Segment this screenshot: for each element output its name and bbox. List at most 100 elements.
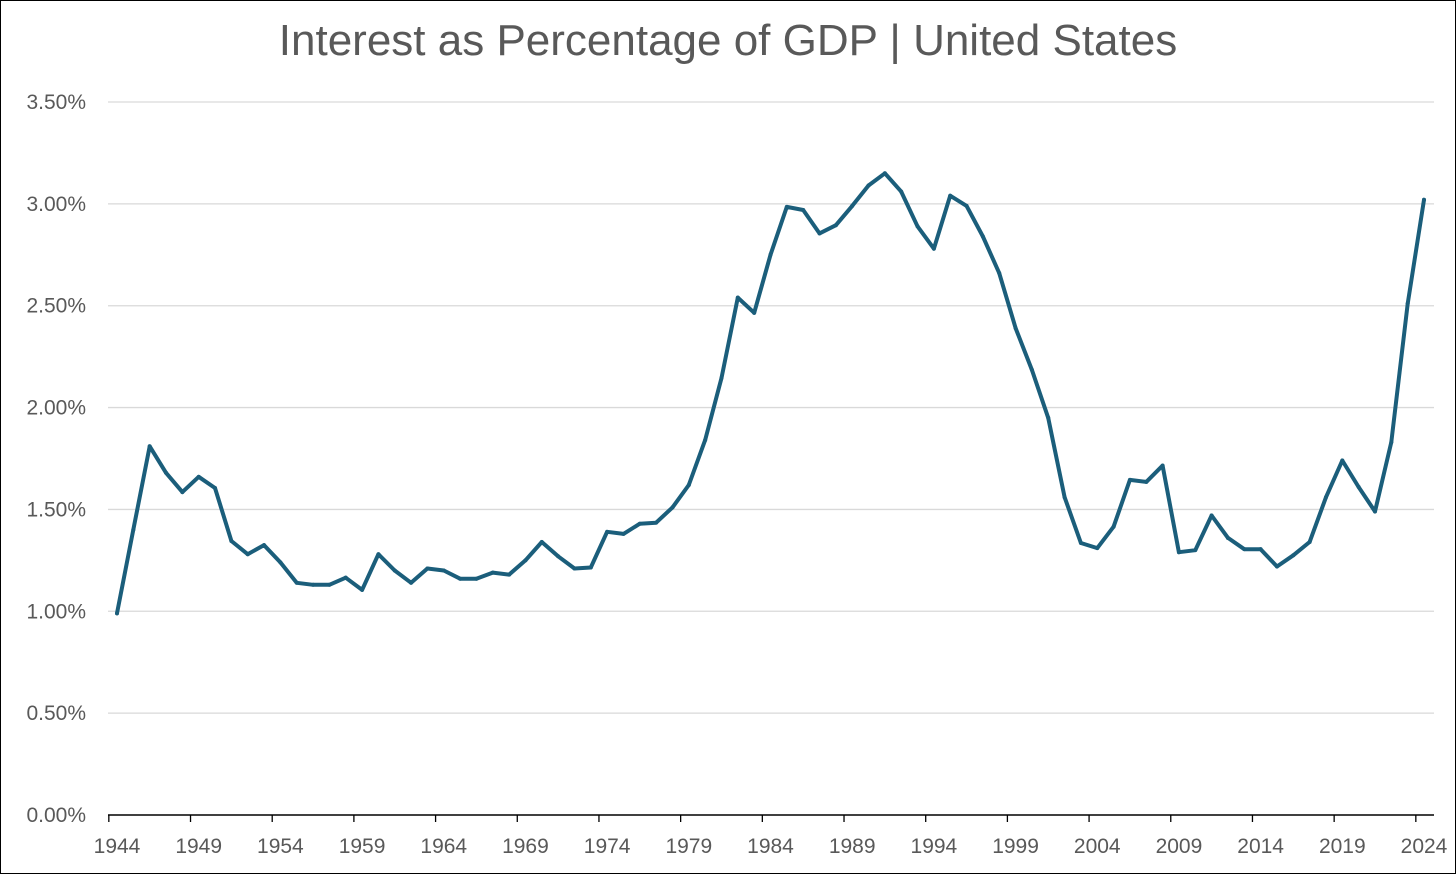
- data-point: [115, 611, 119, 616]
- series-line-group: [115, 171, 1426, 616]
- data-point: [343, 575, 348, 580]
- data-point: [360, 587, 365, 592]
- data-point: [213, 486, 218, 491]
- x-tick-label: 2019: [1319, 835, 1366, 858]
- x-tick-label: 1964: [420, 835, 467, 858]
- data-point: [572, 566, 577, 571]
- data-point: [768, 252, 773, 257]
- data-point: [1046, 415, 1051, 420]
- data-point: [1307, 540, 1312, 545]
- data-point: [1160, 463, 1165, 468]
- data-point: [539, 540, 544, 545]
- data-point: [850, 203, 855, 208]
- data-point: [703, 438, 708, 443]
- data-point: [1111, 524, 1116, 529]
- data-point: [1062, 495, 1067, 500]
- data-point: [392, 568, 397, 573]
- data-point: [948, 193, 953, 198]
- data-point: [196, 474, 201, 479]
- data-point: [1356, 485, 1361, 490]
- data-point: [654, 520, 659, 525]
- y-tick-label: 2.00%: [26, 397, 86, 420]
- data-point: [278, 560, 283, 565]
- data-point: [294, 580, 299, 585]
- data-point: [1078, 541, 1083, 546]
- data-point: [409, 580, 414, 585]
- data-point: [458, 576, 463, 581]
- data-point: [1389, 440, 1394, 445]
- data-point: [1193, 548, 1198, 553]
- data-point: [376, 552, 381, 557]
- data-point: [311, 582, 316, 587]
- data-point: [425, 566, 430, 571]
- data-point: [556, 554, 561, 559]
- data-point: [899, 189, 904, 194]
- data-point: [131, 527, 136, 532]
- data-point: [605, 529, 610, 534]
- x-tick-label: 1959: [339, 835, 386, 858]
- data-point: [915, 224, 920, 229]
- x-tick-label: 1969: [502, 835, 549, 858]
- data-point: [1422, 197, 1426, 202]
- data-point: [784, 204, 789, 209]
- data-point: [1274, 564, 1279, 569]
- x-tick-label: 1979: [665, 835, 712, 858]
- data-point: [801, 207, 806, 212]
- y-tick-label: 3.00%: [26, 193, 86, 216]
- data-point: [490, 570, 495, 575]
- y-tick-label: 3.50%: [26, 91, 86, 114]
- data-point: [523, 558, 528, 563]
- x-tick-label: 1989: [829, 835, 876, 858]
- y-tick-label: 1.00%: [26, 600, 86, 623]
- x-tick-label: 1974: [584, 835, 631, 858]
- data-point: [1127, 477, 1132, 482]
- x-axis: 1944 1949 1954 1959 1964 1969 1974 1979 1984 1989…: [94, 814, 1448, 858]
- data-point: [245, 552, 250, 557]
- data-point: [882, 171, 887, 176]
- data-point: [964, 203, 969, 208]
- x-tick-label: 2009: [1156, 835, 1203, 858]
- data-point: [1013, 326, 1018, 331]
- data-point: [752, 310, 757, 315]
- data-point: [1340, 458, 1345, 463]
- data-point: [931, 246, 936, 251]
- x-tick-label: 1954: [257, 835, 304, 858]
- data-point: [1323, 495, 1328, 500]
- gridlines: [108, 101, 1434, 714]
- data-point: [588, 565, 593, 570]
- data-point: [1209, 513, 1214, 518]
- data-point: [474, 576, 479, 581]
- data-point: [1242, 547, 1247, 552]
- x-tick-label: 2004: [1074, 835, 1121, 858]
- data-point: [441, 568, 446, 573]
- series-line: [115, 171, 1426, 616]
- data-point: [1291, 553, 1296, 558]
- chart-title: Interest as Percentage of GDP | United S…: [278, 16, 1178, 65]
- data-point: [229, 539, 234, 544]
- data-point: [719, 376, 724, 381]
- y-axis-ticks: 0.00% 0.50% 1.00% 1.50% 2.00% 2.50% 3.00% 3.50%: [26, 91, 86, 827]
- data-point: [164, 470, 169, 475]
- data-point: [1225, 535, 1230, 540]
- x-tick-label: 2024: [1401, 835, 1448, 858]
- data-point: [507, 572, 512, 577]
- data-point: [1095, 546, 1100, 551]
- data-point: [997, 271, 1002, 276]
- data-point: [686, 482, 691, 487]
- data-point: [670, 505, 675, 510]
- data-point: [327, 582, 332, 587]
- data-point: [1372, 509, 1377, 514]
- data-point: [833, 223, 838, 228]
- y-tick-label: 1.50%: [26, 498, 86, 521]
- data-point: [1176, 550, 1181, 555]
- y-tick-label: 2.50%: [26, 295, 86, 318]
- data-point: [817, 231, 822, 236]
- data-point: [1405, 301, 1410, 306]
- data-point: [637, 521, 642, 526]
- data-point: [735, 295, 740, 300]
- data-point: [147, 444, 152, 449]
- data-point: [980, 234, 985, 239]
- data-point: [1029, 367, 1034, 372]
